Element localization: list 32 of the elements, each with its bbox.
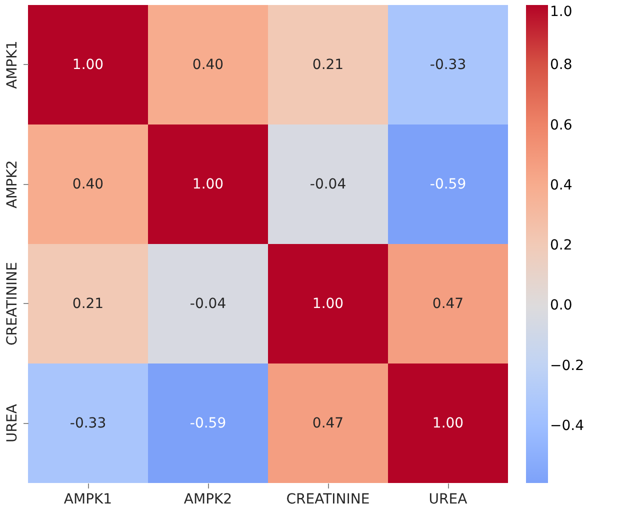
color-bar-label: 0.0: [550, 298, 572, 314]
data-label: 1.00: [432, 415, 464, 432]
data-label: 0.47: [432, 296, 464, 312]
data-label: -0.59: [190, 415, 226, 432]
x-tick-label: AMPK1: [64, 492, 112, 508]
data-label: 0.40: [192, 56, 224, 73]
data-label: -0.04: [190, 296, 226, 312]
color-bar-label: 1.0: [550, 4, 572, 20]
y-tick-label: AMPK2: [4, 160, 20, 208]
data-label: 0.40: [72, 176, 104, 192]
data-label: -0.33: [70, 415, 106, 432]
x-tick-label: CREATININE: [286, 492, 370, 508]
data-label: 0.21: [312, 56, 344, 73]
data-label: 0.47: [312, 415, 344, 432]
color-bar-label: 0.2: [550, 238, 572, 254]
data-label: 1.00: [72, 56, 104, 73]
y-tick-label: CREATININE: [4, 262, 20, 346]
data-label: 1.00: [192, 176, 224, 192]
color-bar-label: −0.4: [550, 418, 584, 434]
y-tick-label: UREA: [4, 404, 20, 442]
color-bar-label: 0.4: [550, 177, 572, 194]
y-tick-label: AMPK1: [4, 40, 20, 89]
x-tick-label: AMPK2: [184, 492, 232, 508]
data-label: 0.21: [72, 296, 104, 312]
x-tick-label: UREA: [428, 492, 468, 508]
data-label: 1.00: [312, 296, 344, 312]
color-bar-label: −0.2: [550, 358, 584, 374]
color-bar-label: 0.6: [550, 117, 572, 134]
data-label: -0.04: [310, 176, 346, 192]
data-label: -0.33: [430, 56, 466, 73]
color-bar-label: 0.8: [550, 57, 572, 74]
data-label: -0.59: [430, 176, 466, 192]
